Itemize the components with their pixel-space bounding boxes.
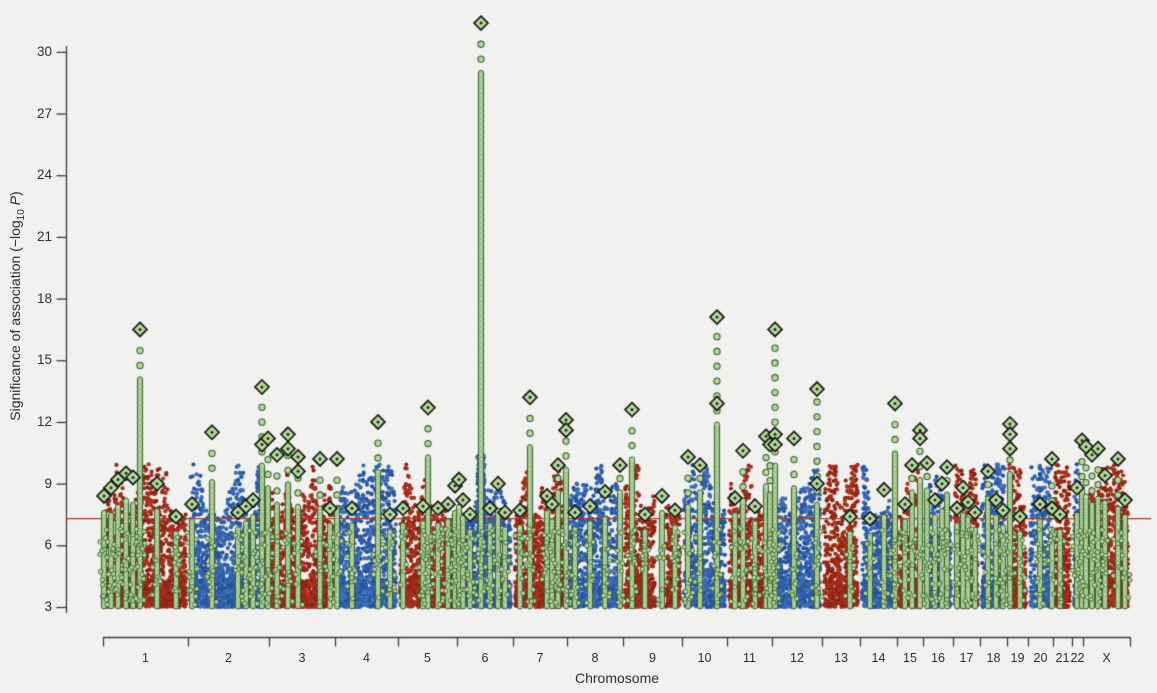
- x-tick-label-1: 1: [142, 651, 149, 665]
- y-axis-title-space: [7, 205, 23, 209]
- x-axis-title: Chromosome: [574, 670, 660, 686]
- x-tick-label-14: 14: [871, 651, 886, 665]
- x-tick-label-10: 10: [697, 651, 712, 665]
- x-tick-label-20: 20: [1033, 651, 1048, 665]
- y-tick-label-18: 18: [36, 290, 52, 306]
- x-tick-label-X: X: [1102, 651, 1111, 665]
- y-tick-label-6: 6: [44, 537, 52, 553]
- x-tick-label-22: 22: [1070, 651, 1085, 665]
- x-tick-label-2: 2: [225, 651, 232, 665]
- y-tick-label-24: 24: [36, 167, 52, 183]
- x-tick-label-4: 4: [363, 651, 370, 665]
- x-tick-label-5: 5: [424, 651, 431, 665]
- x-tick-label-13: 13: [834, 651, 848, 665]
- y-axis-title-italic-p: P: [7, 195, 23, 206]
- y-axis-title-post: ): [7, 191, 23, 196]
- y-tick-label-30: 30: [36, 43, 52, 59]
- x-tick-label-12: 12: [790, 651, 804, 665]
- x-tick-label-11: 11: [743, 651, 756, 665]
- x-tick-label-18: 18: [986, 651, 1001, 665]
- x-tick-label-15: 15: [903, 651, 917, 665]
- x-tick-label-16: 16: [931, 651, 945, 665]
- x-tick-label-19: 19: [1010, 651, 1025, 665]
- x-tick-label-9: 9: [649, 651, 656, 665]
- y-tick-label-3: 3: [44, 599, 52, 614]
- x-tick-label-6: 6: [481, 651, 489, 665]
- x-tick-label-17: 17: [959, 651, 974, 665]
- x-tick-label-21: 21: [1055, 651, 1070, 665]
- x-tick-label-3: 3: [298, 651, 306, 665]
- y-axis-title-pre: Significance of association (−log: [7, 220, 23, 421]
- x-tick-label-7: 7: [536, 651, 544, 665]
- y-tick-label-12: 12: [36, 413, 52, 429]
- x-tick-label-8: 8: [591, 651, 599, 665]
- y-tick-label-27: 27: [36, 105, 52, 121]
- y-tick-label-21: 21: [36, 228, 52, 244]
- y-tick-label-15: 15: [36, 352, 52, 368]
- y-axis-title-subscript: 10: [15, 209, 27, 221]
- y-tick-label-9: 9: [44, 475, 52, 491]
